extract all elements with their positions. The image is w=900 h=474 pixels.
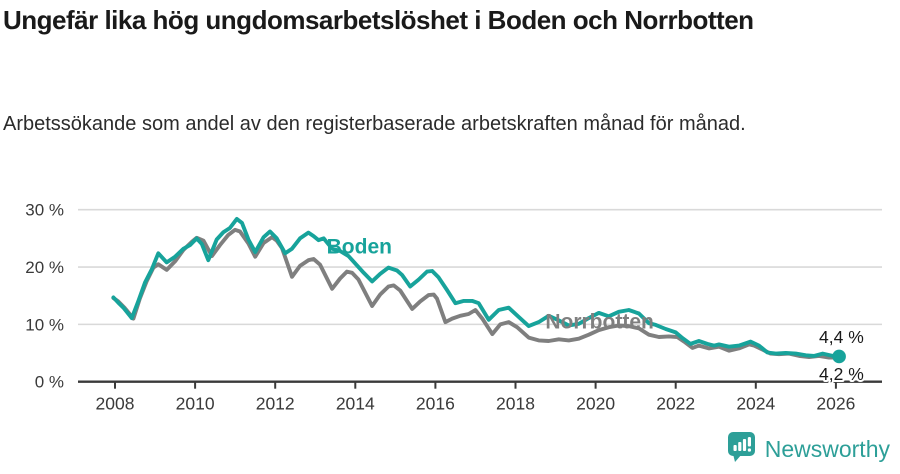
x-tick-label: 2022 [656,394,695,414]
x-tick-label: 2026 [816,394,855,414]
boden-series-label: Boden [327,235,392,258]
y-tick-label: 0 % [35,373,64,392]
y-tick-label: 10 % [25,315,64,334]
line-chart: 0 % 10 % 20 % 30 % 2008 2010 2012 2014 2016 2018 2… [0,190,900,430]
norrbotten-series-label: Norrbotten [545,310,654,333]
norrbotten-end-value-label: 4,2 % [819,364,864,384]
x-tick-label: 2018 [496,394,535,414]
boden-line [111,216,842,359]
chart-subtitle: Arbetssökande som andel av den registerb… [3,113,746,135]
y-tick-label: 30 % [25,201,64,220]
chart-header: Ungefär lika hög ungdomsarbetslöshet i B… [3,2,893,38]
y-tick-label: 20 % [25,258,64,277]
norrbotten-line [111,227,842,360]
boden-end-dot [832,349,846,364]
page-title: Ungefär lika hög ungdomsarbetslöshet i B… [3,5,754,35]
x-tick-label: 2008 [96,394,135,414]
boden-end-value-label: 4,4 % [819,327,864,347]
bar-chart-speech-bubble-icon [727,431,757,468]
x-tick-label: 2010 [176,394,215,414]
brand-name: Newsworthy [764,436,890,462]
x-tick-label: 2014 [336,394,375,414]
x-tick-label: 2020 [576,394,615,414]
chart-svg: 0 % 10 % 20 % 30 % 2008 2010 2012 2014 2016 2018 2… [25,201,882,414]
newsworthy-logo[interactable]: Newsworthy [727,431,890,468]
x-tick-label: 2024 [736,394,775,414]
x-tick-label: 2012 [256,394,295,414]
x-tick-label: 2016 [416,394,455,414]
